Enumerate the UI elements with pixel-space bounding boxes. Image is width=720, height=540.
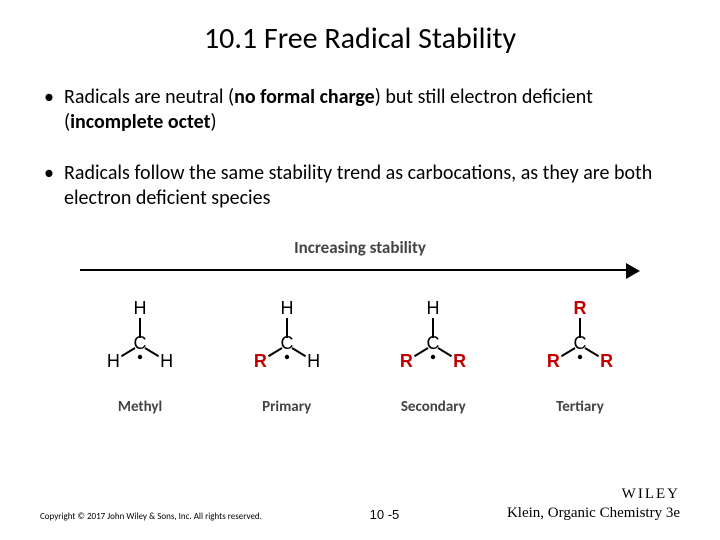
svg-text:C: C (573, 333, 586, 353)
svg-text:R: R (600, 351, 613, 371)
stability-diagram: Increasing stability C H H H Methyl C H … (80, 237, 640, 416)
structure-label: Tertiary (520, 398, 640, 416)
radical-structure: C H R R Secondary (373, 292, 493, 416)
svg-text:C: C (280, 333, 293, 353)
arrow-icon (80, 260, 640, 282)
copyright-text: Copyright © 2017 John Wiley & Sons, Inc.… (40, 511, 262, 522)
slide: 10.1 Free Radical Stability Radicals are… (0, 0, 720, 540)
svg-text:H: H (427, 298, 440, 318)
bullet-bold: no formal charge (234, 85, 375, 109)
bullet-text: ) (211, 110, 217, 134)
footer: Copyright © 2017 John Wiley & Sons, Inc.… (40, 486, 680, 522)
structure-label: Secondary (373, 398, 493, 416)
svg-text:H: H (280, 298, 293, 318)
svg-text:H: H (160, 351, 173, 371)
book-title: Klein, Organic Chemistry 3e (507, 505, 680, 522)
svg-text:R: R (573, 298, 586, 318)
svg-text:H: H (134, 298, 147, 318)
bullet-bold: incomplete octet (70, 110, 210, 134)
svg-text:R: R (254, 351, 267, 371)
structure-label: Methyl (80, 398, 200, 416)
bullet-text: Radicals follow the same stability trend… (64, 161, 652, 210)
svg-text:H: H (307, 351, 320, 371)
radical-structure: C H R H Primary (227, 292, 347, 416)
arrow-label: Increasing stability (80, 237, 640, 258)
page-number: 10 -5 (370, 507, 400, 522)
bullet-text: Radicals are neutral ( (64, 85, 234, 109)
slide-title: 10.1 Free Radical Stability (40, 20, 680, 57)
svg-text:H: H (107, 351, 120, 371)
svg-text:C: C (134, 333, 147, 353)
brand-logo: WILEY (507, 486, 680, 503)
svg-text:R: R (547, 351, 560, 371)
bullet-list: Radicals are neutral (no formal charge) … (40, 85, 680, 211)
radical-structure: C H H H Methyl (80, 292, 200, 416)
radical-structure: C R R R Tertiary (520, 292, 640, 416)
svg-text:R: R (453, 351, 466, 371)
svg-text:R: R (400, 351, 413, 371)
bullet-item: Radicals are neutral (no formal charge) … (40, 85, 680, 135)
bullet-item: Radicals follow the same stability trend… (40, 161, 680, 211)
structure-label: Primary (227, 398, 347, 416)
svg-text:C: C (427, 333, 440, 353)
